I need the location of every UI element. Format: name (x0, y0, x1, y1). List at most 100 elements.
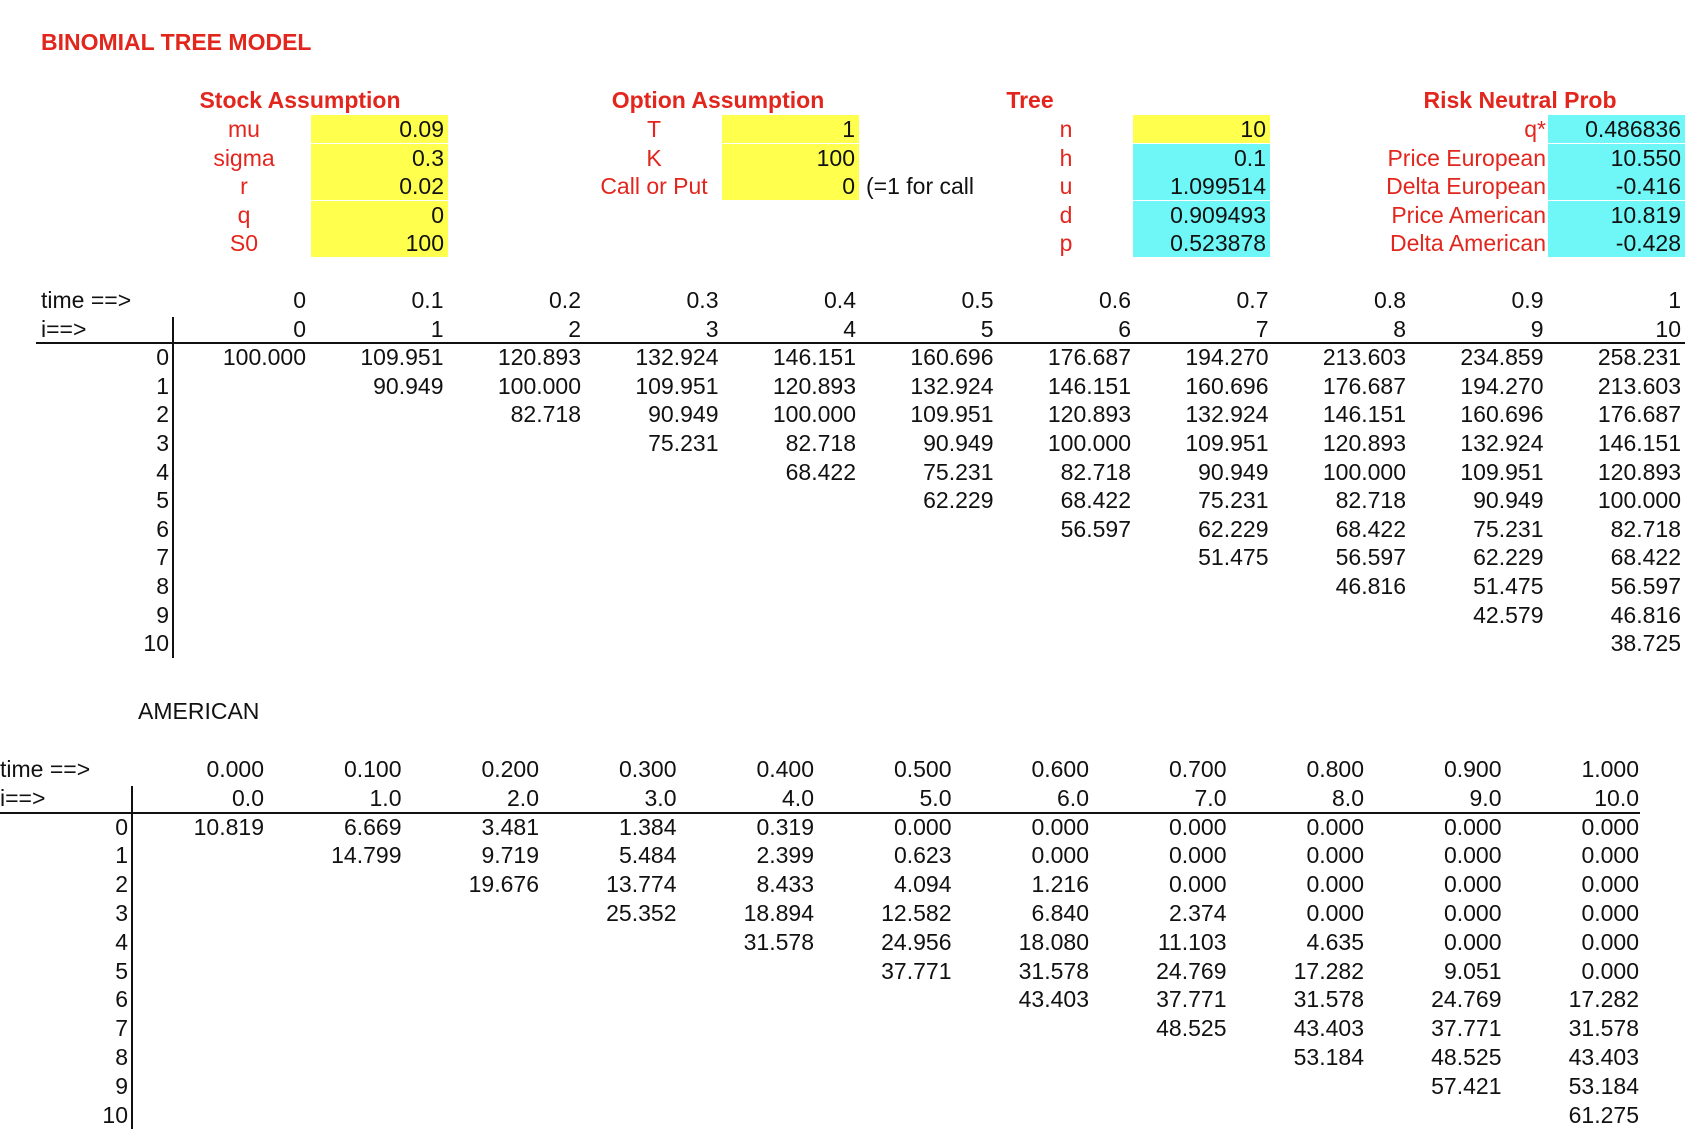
time-header-cell: 0.4 (824, 287, 856, 313)
time-header-cell: 0.900 (1443, 756, 1502, 782)
header-divider (36, 342, 1685, 345)
stock-label-r: r (240, 173, 248, 199)
tree-node-value: 0.000 (1306, 813, 1364, 840)
tree-node-value: 0.000 (1031, 842, 1089, 869)
tree-node-value: 146.151 (1047, 372, 1131, 399)
tree-node-value: 82.718 (510, 401, 581, 428)
tree-node-value: 0.000 (1581, 842, 1639, 869)
tree-node-value: 109.951 (1460, 458, 1544, 485)
time-header-cell: 0.5 (961, 287, 994, 313)
risk-label-deltaamerican: Delta American (1390, 230, 1546, 256)
tree-node-value: 43.403 (1568, 1044, 1639, 1070)
option-value-callorput[interactable]: 0 (722, 172, 859, 200)
tree-node-value: 100.000 (222, 344, 306, 371)
tree-node-value: 48.525 (1156, 1015, 1227, 1042)
tree-node-value: 75.231 (1473, 515, 1544, 542)
step-header-cell: 3 (705, 315, 719, 342)
tree-node-value: 0.000 (1306, 842, 1364, 869)
node-index-label: 3 (156, 430, 169, 456)
tree-node-value: 24.956 (881, 928, 952, 955)
tree-node-value: 120.893 (1597, 458, 1681, 485)
time-header-cell: 0.2 (549, 287, 581, 313)
tree-node-value: 132.924 (635, 344, 719, 371)
time-header-cell: 1.000 (1581, 756, 1639, 782)
tree-node-value: 25.352 (606, 900, 677, 926)
stock-label-s0: S0 (229, 230, 259, 256)
tree-node-value: 0.000 (1443, 842, 1502, 869)
tree-value-p: 0.523878 (1133, 229, 1270, 257)
risk-label-q: q* (1524, 116, 1546, 142)
node-index-label: 6 (156, 515, 169, 542)
tree-node-value: 0.000 (1168, 871, 1227, 898)
stock-value-r[interactable]: 0.02 (311, 172, 448, 200)
step-header-cell: 9 (1530, 315, 1544, 342)
tree-node-value: 46.816 (1610, 601, 1681, 628)
call-put-note: (=1 for call (866, 173, 975, 199)
tree-node-value: 0.000 (1168, 813, 1227, 840)
stock-value-s0[interactable]: 100 (311, 229, 448, 257)
tree-node-value: 37.771 (1431, 1015, 1502, 1042)
tree-node-value: 51.475 (1198, 544, 1269, 571)
time-header-cell: 1 (1668, 287, 1681, 313)
tree-label-p: p (1059, 230, 1073, 256)
time-header-cell: 0.3 (686, 287, 719, 313)
tree-node-value: 90.949 (1198, 458, 1269, 485)
tree-node-value: 68.422 (1060, 487, 1131, 514)
tree-node-value: 14.799 (331, 842, 402, 869)
stock-header: Stock Assumption (199, 87, 401, 113)
step-header-cell: 8.0 (1332, 784, 1364, 811)
tree-header: Tree (1006, 87, 1054, 113)
tree-node-value: 0.000 (1306, 871, 1364, 898)
tree-node-value: 176.687 (1597, 401, 1681, 428)
stock-label-q: q (237, 201, 251, 228)
step-header-cell: 9.0 (1469, 784, 1502, 811)
time-header-cell: 0.7 (1236, 287, 1269, 313)
step-header-cell: 0 (293, 315, 306, 342)
tree-node-value: 11.103 (1157, 928, 1227, 955)
tree-node-value: 0.000 (1581, 871, 1639, 898)
tree-node-value: 4.094 (893, 871, 952, 898)
tree-node-value: 56.597 (1610, 573, 1681, 599)
step-header-cell: 4.0 (782, 784, 814, 811)
tree-node-value: 90.949 (923, 430, 994, 456)
risk-header: Risk Neutral Prob (1423, 87, 1617, 113)
time-header-cell: 0.100 (343, 756, 402, 782)
time-header-cell: 0.1 (411, 287, 444, 313)
tree-node-value: 82.718 (1060, 458, 1131, 485)
risk-value-deltaeuropean: -0.416 (1548, 172, 1685, 200)
tree-node-value: 46.816 (1335, 573, 1406, 599)
tree-node-value: 194.270 (1460, 372, 1544, 399)
step-header-cell: 5 (980, 315, 994, 342)
tree-node-value: 100.000 (497, 372, 581, 399)
tree-node-value: 0.000 (893, 813, 952, 840)
stock-value-mu[interactable]: 0.09 (311, 115, 448, 143)
tree-node-value: 48.525 (1431, 1044, 1502, 1070)
node-index-label: 0 (115, 813, 128, 840)
node-index-label: 4 (115, 928, 128, 955)
stock-value-q[interactable]: 0 (311, 200, 448, 229)
tree-node-value: 0.000 (1443, 928, 1502, 955)
option-value-t[interactable]: 1 (722, 115, 859, 143)
time-header-cell: 0.800 (1306, 756, 1364, 782)
tree-node-value: 146.151 (1597, 430, 1681, 456)
time-header-cell: 0.200 (481, 756, 539, 782)
stock-value-sigma[interactable]: 0.3 (311, 143, 448, 172)
tree-node-value: 82.718 (785, 430, 856, 456)
tree-node-value: 0.000 (1581, 900, 1639, 926)
tree-node-value: 0.000 (1306, 900, 1364, 926)
node-index-label: 1 (156, 372, 169, 399)
tree-node-value: 31.578 (1018, 957, 1089, 984)
risk-value-priceeuropean: 10.550 (1548, 143, 1685, 172)
tree-node-value: 68.422 (1335, 515, 1406, 542)
option-value-k[interactable]: 100 (722, 143, 859, 172)
tree-node-value: 13.774 (606, 871, 677, 898)
header-divider (0, 811, 1640, 814)
tree-node-value: 19.676 (468, 871, 539, 898)
tree-node-value: 100.000 (772, 401, 856, 428)
step-header-cell: 1 (430, 315, 444, 342)
tree-label-n: n (1059, 116, 1073, 142)
node-index-label: 2 (156, 401, 169, 428)
tree-node-value: 132.924 (1185, 401, 1269, 428)
step-header-cell: 7 (1255, 315, 1269, 342)
step-header-cell: 6 (1118, 315, 1131, 342)
